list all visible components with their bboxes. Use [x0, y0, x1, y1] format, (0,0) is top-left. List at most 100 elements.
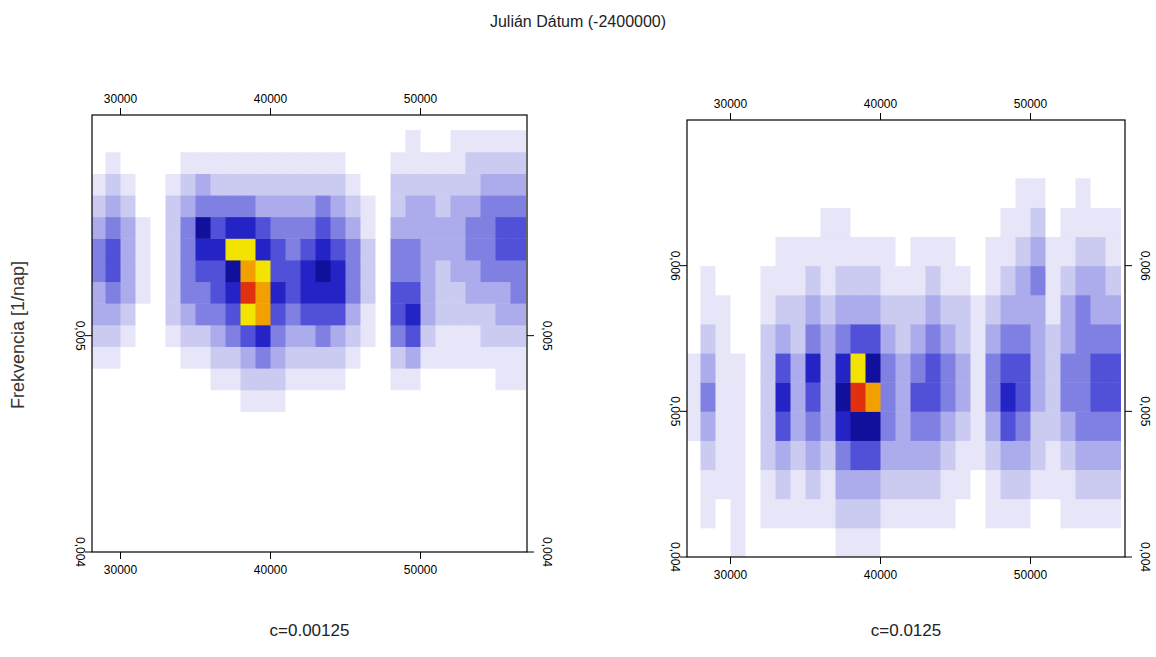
cell	[226, 325, 242, 347]
cell	[986, 295, 1002, 325]
cell	[1076, 499, 1092, 529]
cell	[346, 282, 362, 304]
cell	[196, 390, 212, 412]
cell	[151, 152, 167, 174]
cell	[1076, 470, 1092, 500]
cell	[1091, 528, 1107, 557]
cell	[761, 207, 777, 237]
cell	[956, 266, 972, 296]
cell	[926, 324, 942, 354]
cell	[376, 260, 392, 282]
cell	[956, 411, 972, 441]
cell	[1106, 382, 1122, 412]
cell	[851, 324, 867, 354]
cell	[391, 368, 407, 390]
cell	[106, 260, 122, 282]
cell	[391, 173, 407, 195]
cell	[196, 303, 212, 325]
tick-label: 50000	[1014, 97, 1048, 111]
cell	[1106, 295, 1122, 325]
cell	[331, 346, 347, 368]
cell	[406, 390, 422, 412]
cell	[391, 390, 407, 412]
cell	[1061, 470, 1077, 500]
cell	[496, 390, 512, 412]
cell	[151, 325, 167, 347]
cell	[361, 260, 377, 282]
cell	[896, 324, 912, 354]
cell	[106, 217, 122, 239]
cell	[971, 382, 987, 412]
cell	[1031, 237, 1047, 267]
cell	[851, 353, 867, 383]
cell	[941, 207, 957, 237]
cell	[92, 325, 106, 347]
cell	[226, 390, 242, 412]
cell	[451, 238, 467, 260]
cell	[941, 440, 957, 470]
cell	[1016, 411, 1032, 441]
cell	[911, 266, 927, 296]
cell	[1091, 207, 1107, 237]
cell	[271, 346, 287, 368]
tick-label: 50000	[404, 92, 438, 106]
cell	[301, 260, 317, 282]
cell	[286, 346, 302, 368]
cell	[866, 324, 882, 354]
cell	[466, 303, 482, 325]
cell	[687, 382, 701, 412]
cell	[761, 178, 777, 208]
cell	[881, 178, 897, 208]
cell	[941, 528, 957, 557]
cell	[1001, 266, 1017, 296]
cell	[851, 178, 867, 208]
cell	[1016, 324, 1032, 354]
cell	[821, 499, 837, 529]
cell	[687, 411, 701, 441]
cell	[256, 238, 272, 260]
cell	[106, 238, 122, 260]
cell	[926, 237, 942, 267]
cell	[701, 266, 717, 296]
cell	[361, 303, 377, 325]
cell	[1001, 411, 1017, 441]
cell	[1061, 411, 1077, 441]
cell	[256, 346, 272, 368]
cell	[466, 130, 482, 152]
cell	[836, 324, 852, 354]
cell	[761, 528, 777, 557]
cell	[106, 346, 122, 368]
cell	[421, 325, 437, 347]
cell	[986, 178, 1002, 208]
cell	[791, 207, 807, 237]
cell	[196, 173, 212, 195]
cell	[241, 282, 257, 304]
cell	[701, 440, 717, 470]
tick	[527, 552, 534, 553]
cell	[687, 470, 701, 500]
cell	[986, 499, 1002, 529]
cell	[166, 152, 182, 174]
cell	[316, 325, 332, 347]
cell	[391, 260, 407, 282]
cell	[1091, 470, 1107, 500]
cell	[1031, 207, 1047, 237]
cell	[1046, 470, 1062, 500]
cell	[92, 390, 106, 412]
cell	[151, 390, 167, 412]
cell	[451, 282, 467, 304]
cell	[821, 207, 837, 237]
cell	[92, 217, 106, 239]
cell	[436, 130, 452, 152]
cell	[956, 528, 972, 557]
cell	[301, 303, 317, 325]
cell	[821, 382, 837, 412]
cell	[1061, 266, 1077, 296]
cell	[406, 260, 422, 282]
cell	[731, 237, 747, 267]
cell	[241, 368, 257, 390]
cell	[1016, 499, 1032, 529]
cell	[256, 260, 272, 282]
cell	[866, 178, 882, 208]
cell	[211, 346, 227, 368]
